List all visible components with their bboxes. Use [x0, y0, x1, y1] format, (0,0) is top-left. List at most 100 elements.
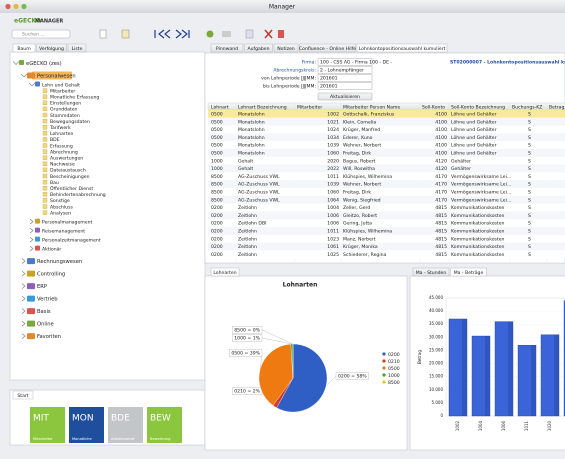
tree-label[interactable]: Personalwesen — [37, 73, 76, 79]
column-header[interactable]: Mitarbeiter Person Name — [343, 104, 400, 110]
form-input[interactable] — [317, 82, 373, 90]
pie-slice[interactable] — [258, 343, 294, 406]
trash-icon[interactable] — [278, 30, 284, 38]
form-input[interactable] — [317, 58, 373, 66]
tree-label[interactable]: Sonstige — [50, 198, 70, 204]
table-row[interactable] — [208, 125, 565, 134]
tree-label[interactable]: Öffentlicher Dienst — [50, 185, 93, 192]
tree-label[interactable]: Lohn und Gehalt — [42, 82, 80, 88]
tree-expander[interactable] — [21, 308, 26, 314]
new-icon[interactable] — [99, 29, 107, 39]
refresh-button[interactable] — [317, 92, 373, 101]
table-row[interactable] — [208, 188, 565, 196]
tree-expander[interactable] — [21, 295, 26, 302]
tree-label[interactable]: Monatliche Erfassung — [50, 95, 99, 101]
tab[interactable] — [244, 43, 273, 53]
tree-label[interactable]: Behindertenabrechnung — [50, 192, 106, 198]
tree-label[interactable]: Personalzeitmanagement — [42, 237, 101, 243]
tree-expander[interactable] — [29, 236, 34, 243]
tree-expander[interactable] — [29, 227, 34, 234]
tree-label[interactable]: eGECKO (zes) — [26, 61, 62, 67]
tree-label[interactable]: Bescheinigungen — [50, 174, 90, 180]
tree-label[interactable]: Stammdaten — [50, 113, 80, 119]
column-header[interactable]: Soll-Konto Bezeichnung — [451, 104, 505, 110]
table-row[interactable] — [208, 250, 565, 259]
column-header[interactable]: Mitarbeiter — [297, 104, 322, 110]
nav-forward-icon[interactable] — [175, 29, 190, 39]
tree-label[interactable]: Basis — [37, 309, 51, 315]
tab[interactable] — [412, 267, 450, 277]
table-row[interactable] — [208, 219, 565, 227]
column-header[interactable]: Soll-Konto — [422, 104, 445, 110]
tree-label[interactable]: Nachweise — [50, 162, 75, 168]
tree-label[interactable]: Online — [37, 321, 54, 327]
tree-label[interactable]: Abschluss — [50, 204, 73, 210]
tree-expander[interactable] — [29, 245, 34, 252]
form-input[interactable] — [317, 74, 373, 82]
table-row[interactable] — [208, 211, 565, 220]
tree-label[interactable]: Reisemanagement — [42, 228, 85, 234]
tree-expander[interactable] — [21, 270, 26, 277]
table-row[interactable] — [208, 203, 565, 212]
table-row[interactable] — [208, 117, 565, 126]
tree-label[interactable]: Personalmanagement — [42, 219, 92, 225]
table-row[interactable] — [208, 164, 565, 173]
save-icon[interactable] — [245, 29, 254, 39]
start-tile[interactable] — [30, 407, 65, 443]
column-header[interactable]: Lohnart — [211, 104, 229, 110]
tab[interactable] — [356, 43, 448, 53]
tree-expander[interactable] — [12, 61, 20, 65]
tree-label[interactable]: Auswertungen — [50, 156, 83, 162]
tree-expander[interactable] — [28, 82, 36, 87]
tree-expander[interactable] — [21, 258, 26, 264]
tab[interactable] — [67, 43, 87, 53]
tree-label[interactable]: Analysen — [50, 210, 71, 216]
tree-expander[interactable] — [29, 218, 34, 225]
tree-label[interactable]: Einstellungen — [50, 101, 81, 107]
maximize-button[interactable] — [21, 3, 27, 10]
tab[interactable] — [273, 43, 299, 53]
tree-expander[interactable] — [21, 333, 26, 339]
copy-icon[interactable] — [121, 29, 130, 39]
tree-label[interactable]: Tarifwerk — [49, 125, 71, 131]
table-row[interactable] — [208, 110, 565, 118]
tree-expander[interactable] — [20, 73, 28, 78]
start-tile[interactable] — [108, 407, 143, 443]
table-row[interactable] — [208, 172, 565, 181]
table-row[interactable] — [208, 141, 565, 149]
table-row[interactable] — [208, 242, 565, 251]
tab[interactable] — [210, 43, 244, 53]
table-row[interactable] — [208, 227, 565, 235]
tree-label[interactable]: Grunddaten — [50, 107, 78, 113]
tree-label[interactable]: Bewegungsdaten — [50, 119, 90, 125]
tree-label[interactable]: Abrechnung — [50, 149, 78, 155]
table-row[interactable] — [208, 234, 565, 243]
tree-label[interactable]: Favoriten — [37, 334, 61, 340]
nav-back-icon[interactable] — [154, 29, 171, 39]
tree-label[interactable]: Dateiaustausch — [50, 168, 86, 174]
table-row[interactable] — [208, 180, 565, 188]
tree-label[interactable]: Aktionär — [42, 246, 61, 252]
tab[interactable] — [36, 43, 67, 53]
tree-label[interactable]: ERP — [37, 284, 47, 290]
print-icon[interactable] — [222, 31, 231, 37]
tree-label[interactable]: Controlling — [37, 271, 65, 277]
table-row[interactable] — [208, 195, 565, 204]
column-header[interactable]: Lohnart Bezeichnung — [238, 104, 287, 110]
tab[interactable] — [299, 43, 356, 53]
tree-expander[interactable] — [21, 320, 26, 327]
close-button[interactable] — [5, 3, 11, 10]
settings-icon[interactable] — [206, 30, 214, 38]
minimize-button[interactable] — [13, 3, 19, 10]
tree-label[interactable]: BDE — [50, 137, 60, 143]
tree-expander[interactable] — [21, 283, 26, 289]
tab[interactable] — [210, 267, 240, 277]
tree-label[interactable]: Mitarbeiter — [50, 88, 75, 94]
column-header[interactable]: Betrag — [549, 104, 564, 110]
delete-icon[interactable] — [264, 29, 273, 39]
tree-label[interactable]: Bau — [50, 180, 59, 186]
tree-label[interactable]: Lohnarten — [50, 131, 73, 137]
start-tile[interactable] — [147, 407, 182, 443]
column-header[interactable]: Buchungs-KZ — [512, 104, 542, 110]
tree-label[interactable]: Vertrieb — [37, 296, 58, 302]
